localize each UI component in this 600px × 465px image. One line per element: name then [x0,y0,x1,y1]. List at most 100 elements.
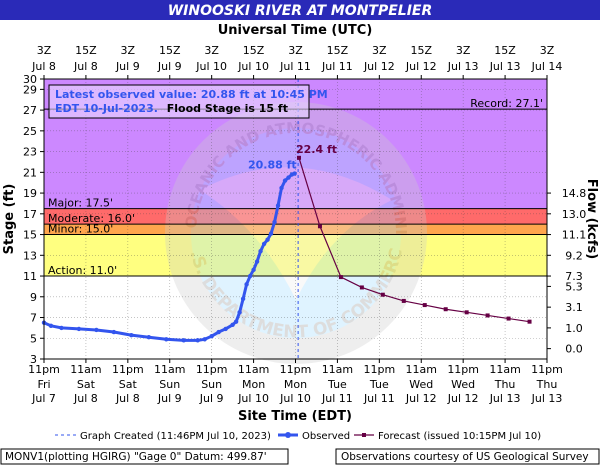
stage-tick-label: 25 [23,125,37,138]
top-tick-date: Jul 13 [489,60,521,73]
chart-title: WINOOSKI RIVER AT MONTPELIER [168,3,433,19]
watermark-bird [200,167,392,300]
bottom-tick-time: 11am [322,363,353,376]
forecast-point [338,275,343,280]
flow-tick-label: 11.1 [562,229,587,242]
bottom-tick-date: Jul 8 [115,392,140,405]
flood-band-labels: Record: 27.1' Major: 17.5' Moderate: 16.0'… [44,97,547,277]
bottom-tick-day: Thu [494,378,516,391]
flow-axis-title: Flow (kcfs) [584,179,599,259]
minor-threshold-label: Minor: 15.0' [48,223,113,236]
forecast-point [317,224,322,229]
forecast-point [380,292,385,297]
bottom-tick-date: Jul 7 [31,392,56,405]
bottom-tick-time: 11pm [363,363,395,376]
bottom-tick-date: Jul 13 [489,392,521,405]
observed-point [129,332,134,338]
observed-point [209,333,214,339]
observed-point [265,237,270,242]
title-bar [0,0,600,20]
observed-point [254,259,260,264]
top-tick-label: 3Z [288,44,303,57]
stage-tick-label: 5 [30,332,37,345]
top-tick-label: 15Z [159,44,181,57]
bottom-tick-day: Sun [159,378,180,391]
observed-point [146,335,151,340]
flow-tick-label: 13.0 [562,208,587,221]
bottom-tick-date: Jul 8 [73,392,98,405]
bottom-tick-day: Wed [451,378,475,391]
top-tick-label: 3Z [204,44,219,57]
observed-point [244,282,249,287]
top-tick-date: Jul 14 [531,60,563,73]
flow-tick-label: 9.2 [565,249,583,262]
flow-axis-ticks: 0.0 1.0 3.1 5.37.3 9.2 11.1 13.0 14.8 [547,187,586,356]
plot-area: NATIONAL OCEANIC AND ATMOSPHERIC ADMINIS… [0,0,548,364]
forecast-point [485,313,490,318]
latest-value-box-frame [48,84,310,119]
top-tick-label: 3Z [456,44,471,57]
bottom-tick-time: 11pm [196,363,228,376]
flow-tick-label: 7.3 [565,270,583,283]
site-time-axis-title: Site Time (EDT) [238,409,352,424]
bottom-tick-date: Jul 12 [405,392,437,405]
forecast-point [296,155,301,160]
observed-point [48,323,54,329]
forecast-point [443,307,448,312]
bottom-tick-date: Jul 10 [279,392,311,405]
bottom-tick-date: Jul 10 [237,392,269,405]
top-tick-date: Jul 9 [157,60,182,73]
stage-tick-label: 17 [23,208,37,221]
observed-peak-label: 20.88 ft [248,159,297,172]
legend: Graph Created (11:46PM Jul 10, 2023) Obs… [55,431,541,442]
observed-point [223,326,228,332]
forecast-point [401,298,406,303]
top-tick-date: Jul 9 [115,60,140,73]
observed-point [59,325,64,331]
observed-point [279,185,284,191]
observed-point [286,175,291,180]
stage-axis-title: Stage (ft) [2,184,17,255]
observed-point [164,337,169,342]
flow-tick-label: 5.3 [565,280,583,293]
stage-tick-label: 9 [30,291,37,304]
observed-point [237,310,242,315]
bottom-tick-date: Jul 11 [321,392,353,405]
latest-value-line2: EDT 10-Jul-2023. Flood Stage is 15 ft [55,102,288,115]
legend-created-label: Graph Created (11:46PM Jul 10, 2023) [80,431,271,442]
observed-point [282,178,288,183]
observed-point [240,296,246,302]
forecast-point [527,319,532,324]
observed-point [292,171,297,176]
footer-right-box [335,448,600,465]
bottom-tick-day: Tue [327,378,347,391]
stage-tick-label: 29 [23,83,37,96]
forecast-series-line [298,157,530,323]
legend-observed-marker [285,432,291,438]
top-tick-date: Jul 11 [321,60,353,73]
top-tick-label: 15Z [75,44,97,57]
observed-point [216,329,221,335]
forecast-peak-label: 22.4 ft [296,143,337,156]
observed-series-line [42,172,297,342]
top-tick-label: 15Z [243,44,265,57]
top-tick-date: Jul 13 [447,60,479,73]
bottom-tick-date: Jul 12 [447,392,479,405]
flow-tick-label: 0.0 [565,343,583,356]
flow-tick-label: 14.8 [562,187,587,200]
top-axis-title: Universal Time (UTC) [218,23,373,38]
stage-tick-label: 19 [23,187,37,200]
bottom-tick-day: Fri [37,378,50,391]
bottom-tick-date: Jul 11 [363,392,395,405]
top-axis-ticks: 3Z Jul 8 15Z Jul 8 3Z Jul 9 15Z Jul 9 3Z Jul 10 15… [31,44,562,79]
observed-point [251,267,256,273]
bottom-tick-time: 11am [70,363,101,376]
forecast-point [422,303,427,308]
record-threshold-label: Record: 27.1' [470,97,543,110]
bottom-tick-day: Mon [284,378,307,391]
stage-tick-label: 27 [23,104,37,117]
observed-point [230,322,235,327]
